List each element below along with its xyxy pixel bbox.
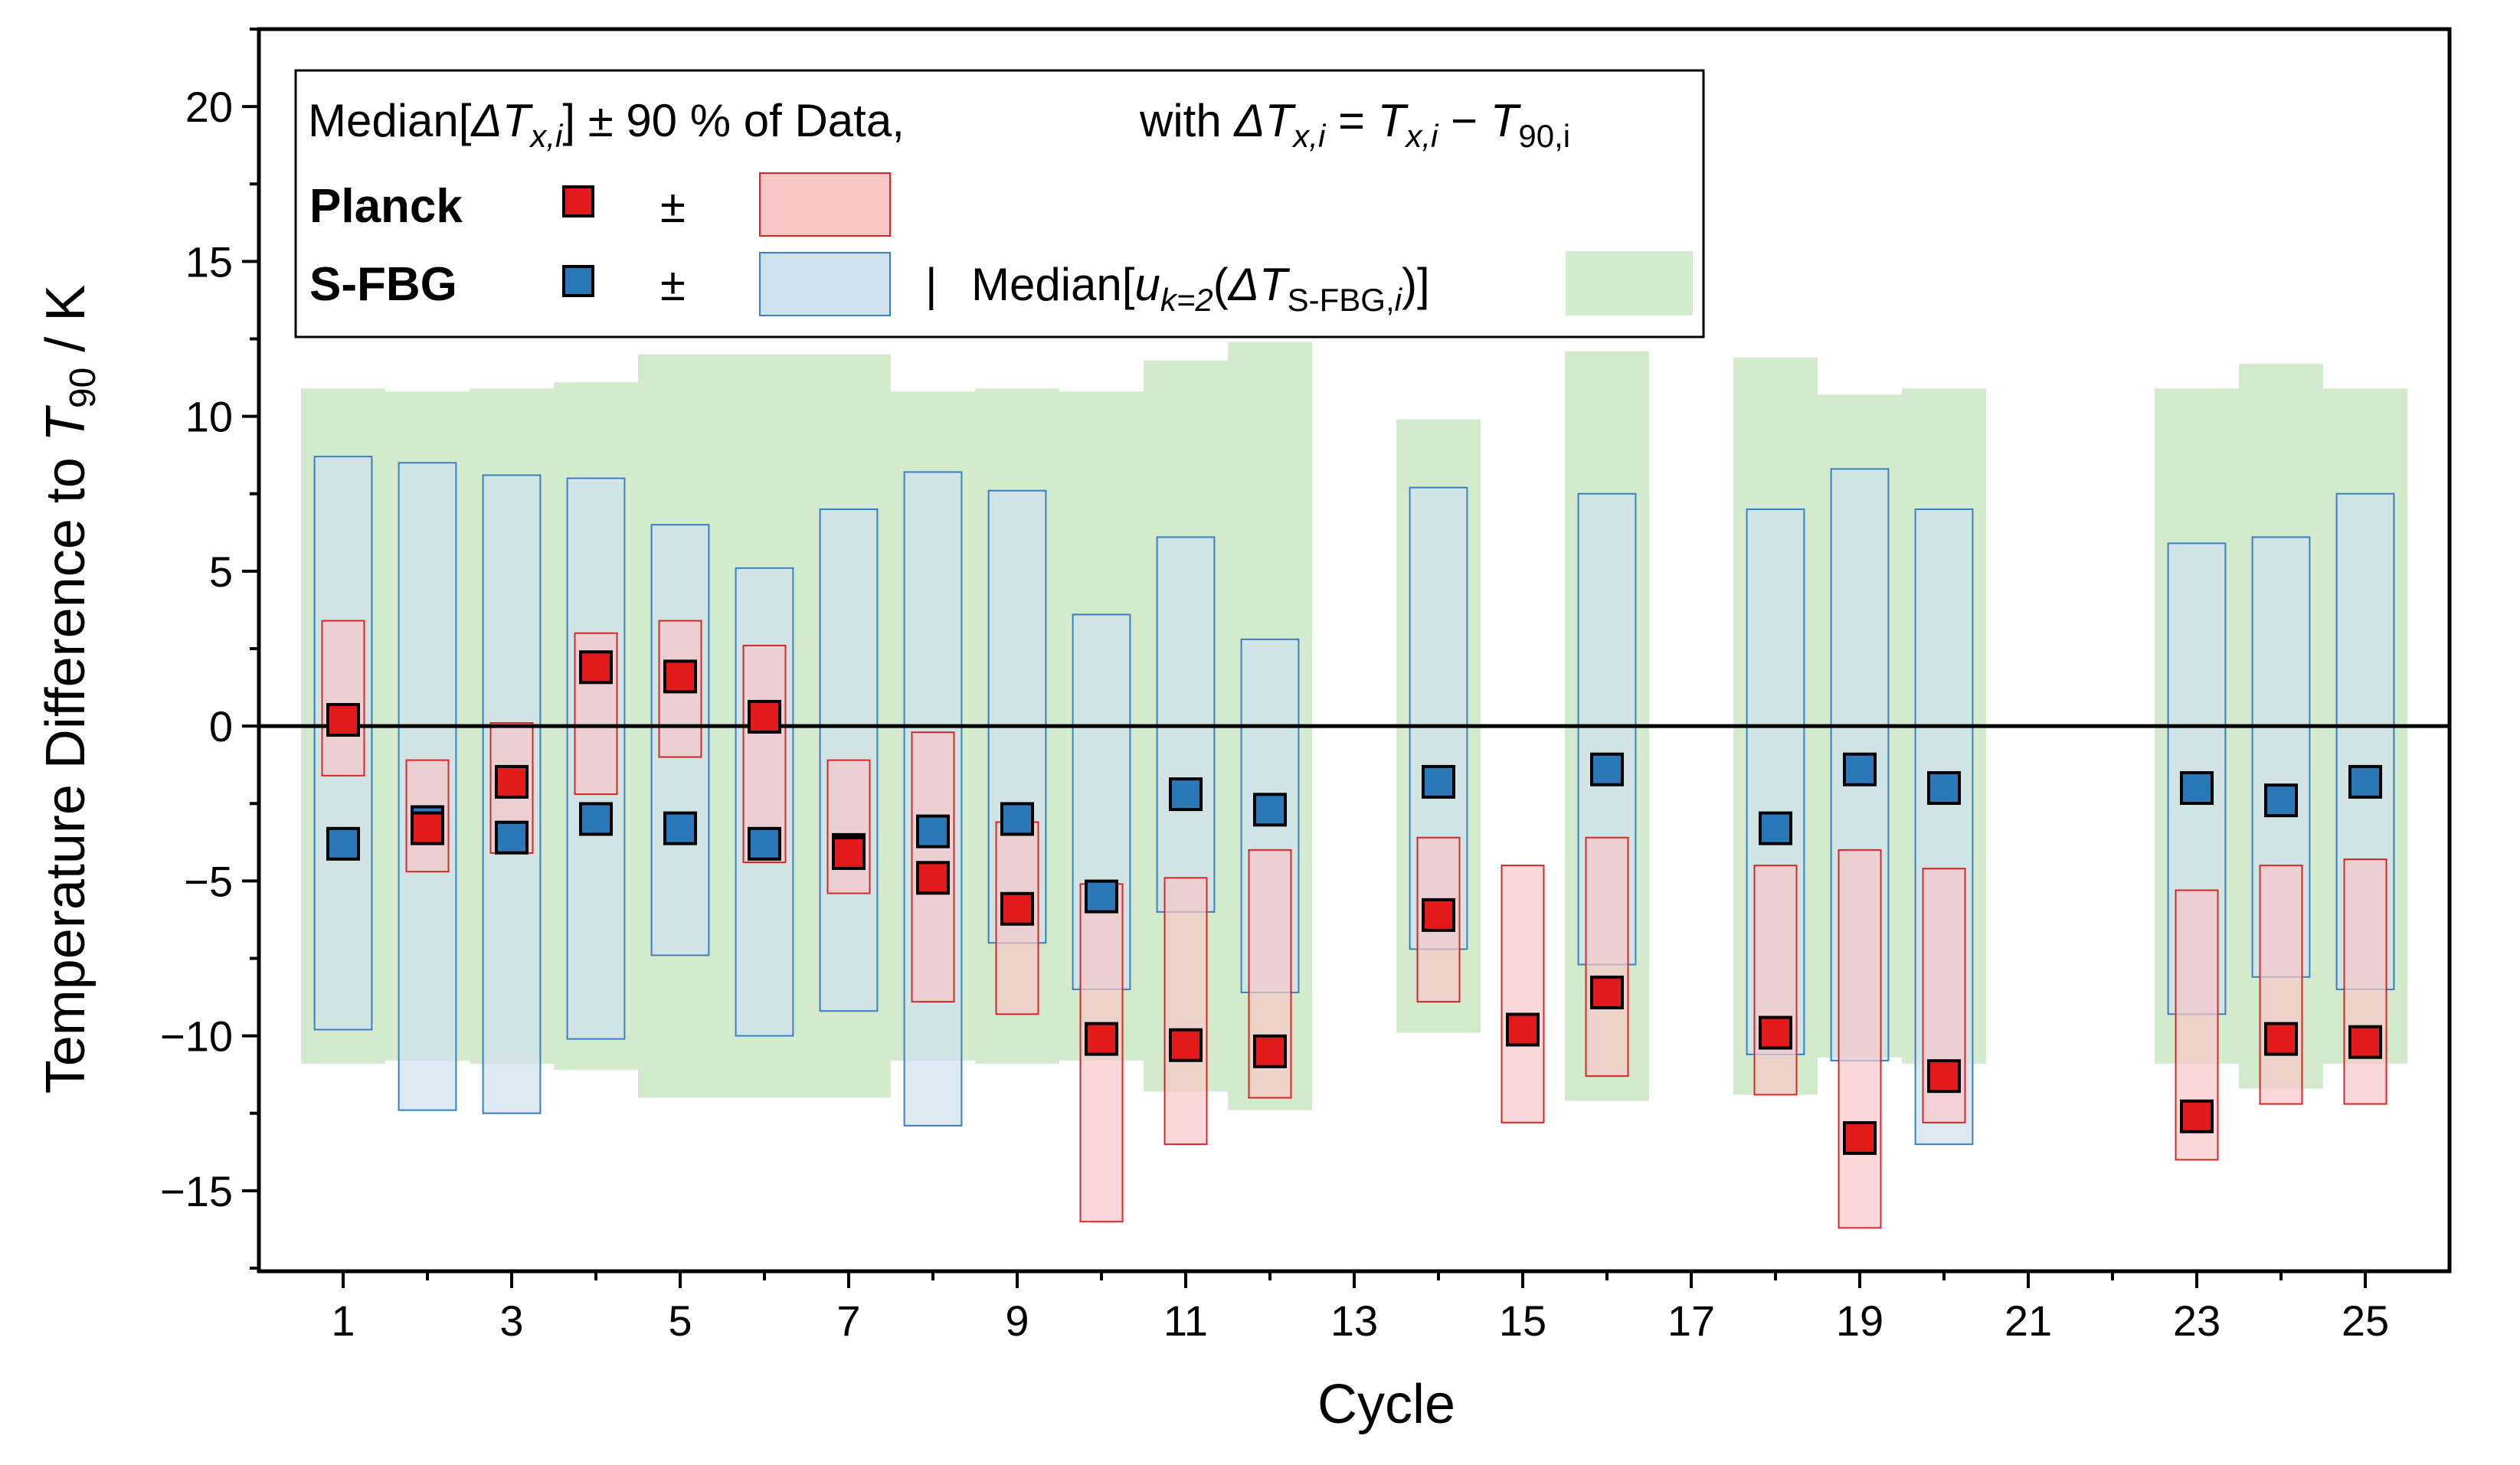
planck-marker-cycle-3 (495, 764, 529, 799)
planck-marker-cycle-12 (1253, 1034, 1287, 1068)
planck-marker-cycle-9 (1000, 891, 1034, 926)
legend-planck-pm: ± (660, 181, 686, 232)
planck-box-cycle-19 (1838, 849, 1882, 1229)
y-tick-label-20: 20 (185, 83, 233, 131)
y-tick-label--5: −5 (184, 857, 233, 905)
x-tick-label-17: 17 (1667, 1297, 1715, 1345)
legend-unc-swatch (1566, 251, 1693, 316)
planck-marker-cycle-11 (1169, 1028, 1203, 1062)
sfbg-marker-cycle-8 (916, 814, 950, 849)
x-tick-label-7: 7 (836, 1297, 860, 1345)
planck-marker-cycle-1 (326, 703, 360, 737)
x-tick-label-19: 19 (1836, 1297, 1883, 1345)
sfbg-marker-cycle-1 (326, 826, 360, 861)
sfbg-marker-cycle-16 (1590, 752, 1624, 786)
x-tick-label-9: 9 (1005, 1297, 1029, 1345)
sfbg-marker-cycle-6 (748, 826, 781, 861)
planck-marker-cycle-5 (663, 659, 697, 694)
x-tick-label-25: 25 (2342, 1297, 2389, 1345)
y-tick-label-0: 0 (209, 702, 233, 750)
legend-planck-label: Planck (309, 180, 463, 233)
sfbg-marker-cycle-11 (1169, 777, 1203, 812)
sfbg-marker-cycle-3 (495, 820, 529, 855)
planck-marker-cycle-6 (748, 699, 781, 734)
planck-marker-cycle-10 (1085, 1022, 1118, 1056)
x-ticks: 1 3 5 7 9 11 13 15 17 19 21 23 25 (331, 1271, 2389, 1345)
planck-marker-cycle-20 (1927, 1059, 1961, 1094)
sfbg-marker-cycle-10 (1085, 879, 1118, 914)
y-axis-label: Temperature Difference to T90 / K (35, 285, 103, 1094)
sfbg-marker-cycle-23 (2180, 770, 2214, 805)
sfbg-marker-cycle-24 (2264, 783, 2298, 818)
x-tick-label-3: 3 (499, 1297, 523, 1345)
sfbg-marker-cycle-20 (1927, 770, 1961, 805)
y-tick-label-15: 15 (185, 237, 233, 286)
legend-sfbg-pm: ± (660, 259, 686, 310)
x-tick-label-5: 5 (668, 1297, 692, 1345)
planck-marker-cycle-7 (832, 836, 866, 870)
sfbg-marker-cycle-18 (1759, 811, 1792, 845)
planck-box-cycle-16 (1585, 836, 1629, 1077)
x-tick-label-1: 1 (331, 1297, 355, 1345)
sfbg-marker-cycle-25 (2348, 764, 2382, 799)
planck-marker-cycle-24 (2264, 1022, 2298, 1056)
planck-box-cycle-18 (1753, 865, 1798, 1096)
x-tick-label-23: 23 (2173, 1297, 2221, 1345)
legend-planck-marker (562, 185, 594, 217)
planck-box-cycle-25 (2343, 858, 2387, 1105)
x-tick-label-11: 11 (1163, 1297, 1208, 1345)
legend-sfbg-box (759, 252, 891, 316)
x-tick-label-13: 13 (1330, 1297, 1378, 1345)
x-tick-label-15: 15 (1499, 1297, 1546, 1345)
planck-box-cycle-1 (321, 620, 365, 777)
legend-unc-text: Median[uk=2(ΔTS-FBG,i)] (971, 259, 1430, 318)
legend-sfbg-label: S-FBG (309, 258, 457, 311)
legend-planck-box (759, 172, 891, 237)
planck-marker-cycle-25 (2348, 1025, 2382, 1059)
planck-box-cycle-6 (742, 644, 787, 864)
sfbg-marker-cycle-14 (1422, 764, 1455, 799)
legend-title: Median[ΔTx,i] ± 90 % of Data, (308, 95, 905, 154)
planck-marker-cycle-16 (1590, 975, 1624, 1009)
sfbg-marker-cycle-4 (579, 802, 613, 836)
y-tick-label-10: 10 (185, 393, 233, 441)
y-tick-label--10: −10 (160, 1012, 233, 1061)
y-ticks: 20 15 10 5 0 −5 −10 −15 (160, 28, 259, 1270)
planck-marker-cycle-19 (1843, 1121, 1877, 1156)
planck-marker-cycle-15 (1506, 1012, 1540, 1047)
planck-marker-cycle-23 (2180, 1099, 2214, 1133)
planck-marker-cycle-4 (579, 650, 613, 685)
sfbg-marker-cycle-19 (1843, 752, 1877, 786)
y-tick-label--15: −15 (160, 1167, 233, 1215)
planck-box-cycle-24 (2259, 865, 2303, 1105)
planck-marker-cycle-8 (916, 861, 950, 895)
legend-sfbg-marker (562, 265, 594, 297)
planck-box-cycle-7 (826, 759, 871, 894)
sfbg-marker-cycle-9 (1000, 802, 1034, 836)
legend-unc-sep: | (925, 259, 938, 310)
sfbg-marker-cycle-12 (1253, 793, 1287, 827)
legend-box (294, 69, 1705, 338)
planck-box-cycle-15 (1501, 865, 1545, 1123)
planck-marker-cycle-2 (411, 811, 444, 845)
x-axis-label: Cycle (1317, 1374, 1455, 1435)
x-tick-label-21: 21 (2005, 1297, 2052, 1345)
sfbg-marker-cycle-5 (663, 811, 697, 845)
legend: Median[ΔTx,i] ± 90 % of Data, with ΔTx,i… (294, 69, 1705, 338)
planck-marker-cycle-18 (1759, 1015, 1792, 1050)
planck-markers (326, 650, 2382, 1156)
planck-box-cycle-11 (1163, 877, 1208, 1146)
planck-marker-cycle-14 (1422, 898, 1455, 932)
legend-equation: with ΔTx,i = Tx,i − T90,i (1139, 95, 1570, 154)
y-tick-label-5: 5 (209, 548, 233, 596)
